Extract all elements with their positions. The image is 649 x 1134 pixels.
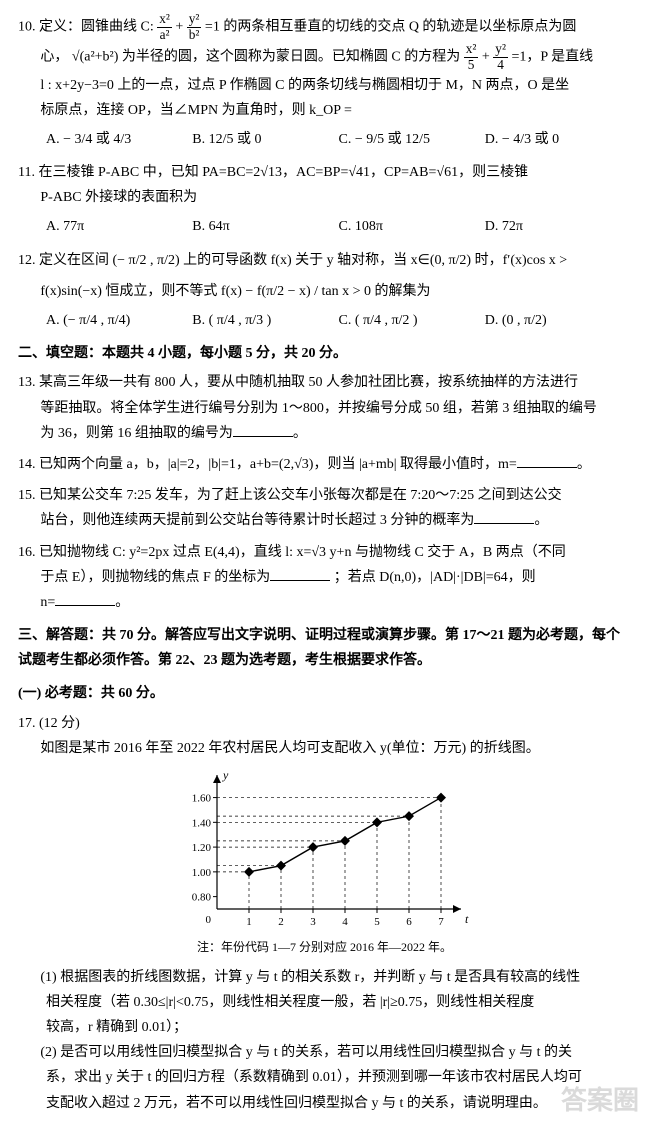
q-text: 定义：圆锥曲线 C:	[39, 19, 154, 34]
q-num: 15.	[18, 488, 36, 503]
q-line: (2) 是否可以用线性回归模型拟合 y 与 t 的关系，若可以用线性回归模型拟合…	[18, 1040, 631, 1065]
q-line: f(x)sin(−x) 恒成立，则不等式 f(x) − f(π/2 − x) /…	[18, 279, 631, 304]
plus: +	[175, 19, 183, 34]
svg-text:7: 7	[438, 916, 444, 928]
question-13: 13. 某高三年级一共有 800 人，要从中随机抽取 50 人参加社团比赛，按系…	[18, 370, 631, 446]
q-line: l : x+2y−3=0 上的一点，过点 P 作椭圆 C 的两条切线与椭圆相切于…	[18, 73, 631, 98]
q-num: 12.	[18, 253, 36, 268]
q-text: 在三棱锥 P-ABC 中，已知 PA=BC=2√13，AC=BP=√41，CP=…	[38, 165, 528, 180]
svg-text:t: t	[465, 912, 469, 926]
section-3a-heading: (一) 必考题：共 60 分。	[18, 681, 631, 706]
q-line: 支配收入超过 2 万元，若不可以用线性回归模型拟合 y 与 t 的关系，请说明理…	[18, 1091, 631, 1116]
svg-text:6: 6	[406, 916, 412, 928]
option-b: B. 64π	[192, 214, 338, 239]
q-line: 为 36，则第 16 组抽取的编号为。	[18, 421, 631, 446]
options: A. 77π B. 64π C. 108π D. 72π	[18, 214, 631, 239]
svg-text:0: 0	[205, 914, 211, 926]
blank	[517, 453, 577, 468]
q-line: 心， √(a²+b²) 为半径的圆，这个圆称为蒙日圆。已知椭圆 C 的方程为 x…	[18, 42, 631, 72]
fraction: y²4	[493, 42, 508, 72]
option-b: B. ( π/4 , π/3 )	[192, 308, 338, 333]
q-line: 系，求出 y 关于 t 的回归方程（系数精确到 0.01），并预测到哪一年该市农…	[18, 1065, 631, 1090]
option-a: A. 77π	[46, 214, 192, 239]
line-chart: 0.80 1.00 1.20 1.40 1.60 1 2 3 4 5 6 7 0 t y 注：年份代码 1—…	[18, 767, 631, 959]
q-line: n=。	[18, 590, 631, 615]
q-text: 已知两个向量 a，b，|a|=2，|b|=1，a+b=(2,√3)，则当 |a+…	[39, 457, 517, 472]
q-line: 站台，则他连续两天提前到公交站台等待累计时长超过 3 分钟的概率为。	[18, 508, 631, 533]
section-2-heading: 二、填空题：本题共 4 小题，每小题 5 分，共 20 分。	[18, 341, 631, 366]
options: A. (− π/4 , π/4) B. ( π/4 , π/3 ) C. ( π…	[18, 308, 631, 333]
fraction: x²a²	[157, 12, 172, 42]
question-11: 11. 在三棱锥 P-ABC 中，已知 PA=BC=2√13，AC=BP=√41…	[18, 160, 631, 240]
blank	[55, 591, 115, 606]
chart-svg: 0.80 1.00 1.20 1.40 1.60 1 2 3 4 5 6 7 0 t y	[175, 767, 475, 937]
svg-text:1.40: 1.40	[191, 817, 211, 829]
option-c: C. ( π/4 , π/2 )	[339, 308, 485, 333]
q-num: 17.	[18, 716, 36, 731]
q-text: 已知抛物线 C: y²=2px 过点 E(4,4)，直线 l: x=√3 y+n…	[39, 545, 566, 560]
q-line: 标原点，连接 OP，当∠MPN 为直角时，则 k_OP =	[18, 98, 631, 123]
question-16: 16. 已知抛物线 C: y²=2px 过点 E(4,4)，直线 l: x=√3…	[18, 540, 631, 616]
option-c: C. − 9/5 或 12/5	[339, 127, 485, 152]
q-text: =1 的两条相互垂直的切线的交点 Q 的轨迹是以坐标原点为圆	[205, 19, 577, 34]
q-num: 10.	[18, 19, 36, 34]
svg-text:2: 2	[278, 916, 284, 928]
svg-text:3: 3	[310, 916, 316, 928]
blank	[474, 509, 534, 524]
svg-text:5: 5	[374, 916, 380, 928]
option-a: A. (− π/4 , π/4)	[46, 308, 192, 333]
section-3-heading: 三、解答题：共 70 分。解答应写出文字说明、证明过程或演算步骤。第 17～21…	[18, 623, 631, 673]
fraction: x²5	[464, 42, 479, 72]
q-line: 相关程度（若 0.30≤|r|<0.75，则线性相关程度一般，若 |r|≥0.7…	[18, 990, 631, 1015]
svg-text:0.80: 0.80	[191, 892, 211, 904]
option-a: A. − 3/4 或 4/3	[46, 127, 192, 152]
option-c: C. 108π	[339, 214, 485, 239]
q-text: 定义在区间 (− π/2 , π/2) 上的可导函数 f(x) 关于 y 轴对称…	[39, 253, 567, 268]
svg-text:y: y	[222, 768, 229, 782]
option-d: D. − 4/3 或 0	[485, 127, 631, 152]
chart-note: 注：年份代码 1—7 分别对应 2016 年—2022 年。	[18, 937, 631, 959]
blank	[233, 422, 293, 437]
fraction: y²b²	[187, 12, 202, 42]
q-line: 等距抽取。将全体学生进行编号分别为 1～800，并按编号分成 50 组，若第 3…	[18, 396, 631, 421]
svg-text:1.60: 1.60	[191, 793, 211, 805]
q-num: 14.	[18, 457, 36, 472]
q-num: 11.	[18, 165, 35, 180]
blank	[270, 566, 330, 581]
question-10: 10. 定义：圆锥曲线 C: x²a² + y²b² =1 的两条相互垂直的切线…	[18, 12, 631, 152]
svg-text:4: 4	[342, 916, 348, 928]
question-17: 17. (12 分) 如图是某市 2016 年至 2022 年农村居民人均可支配…	[18, 711, 631, 1116]
q-line: 于点 E），则抛物线的焦点 F 的坐标为 ；若点 D(n,0)，|AD|·|DB…	[18, 565, 631, 590]
option-d: D. (0 , π/2)	[485, 308, 631, 333]
question-15: 15. 已知某公交车 7:25 发车，为了赶上该公交车小张每次都是在 7:20～…	[18, 483, 631, 533]
q-line: 较高，r 精确到 0.01）；	[18, 1015, 631, 1040]
q-line: P-ABC 外接球的表面积为	[18, 185, 631, 210]
options: A. − 3/4 或 4/3 B. 12/5 或 0 C. − 9/5 或 12…	[18, 127, 631, 152]
question-14: 14. 已知两个向量 a，b，|a|=2，|b|=1，a+b=(2,√3)，则当…	[18, 452, 631, 477]
q-line: 如图是某市 2016 年至 2022 年农村居民人均可支配收入 y(单位：万元)…	[18, 736, 631, 761]
question-12: 12. 定义在区间 (− π/2 , π/2) 上的可导函数 f(x) 关于 y…	[18, 248, 631, 334]
svg-text:1: 1	[246, 916, 252, 928]
q-pts: (12 分)	[39, 716, 80, 731]
option-d: D. 72π	[485, 214, 631, 239]
svg-text:1.00: 1.00	[191, 867, 211, 879]
svg-text:1.20: 1.20	[191, 842, 211, 854]
q-num: 16.	[18, 545, 36, 560]
q-num: 13.	[18, 375, 36, 390]
q-line: (1) 根据图表的折线图数据，计算 y 与 t 的相关系数 r，并判断 y 与 …	[18, 965, 631, 990]
option-b: B. 12/5 或 0	[192, 127, 338, 152]
q-text: 已知某公交车 7:25 发车，为了赶上该公交车小张每次都是在 7:20～7:25…	[39, 488, 562, 503]
q-text: 某高三年级一共有 800 人，要从中随机抽取 50 人参加社团比赛，按系统抽样的…	[39, 375, 578, 390]
sqrt-expr: √(a²+b²)	[72, 50, 119, 65]
